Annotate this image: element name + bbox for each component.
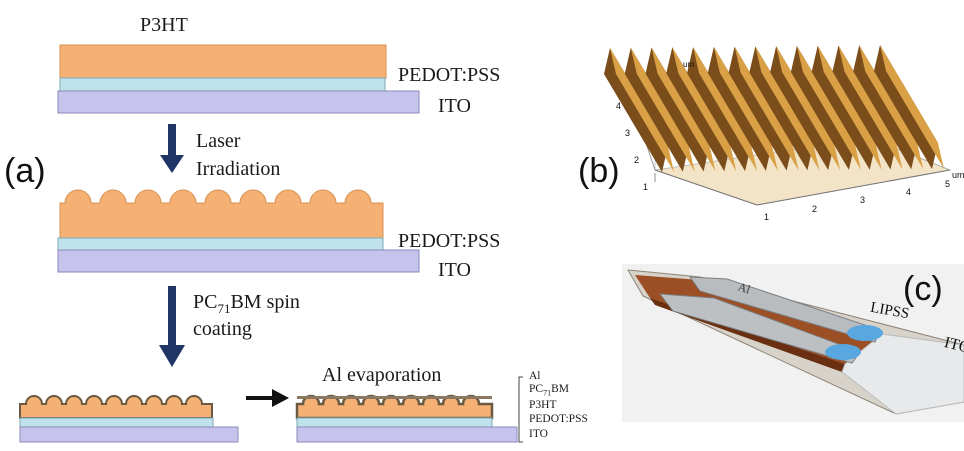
arrow-spin: [159, 286, 185, 367]
afm-xtick-1: 1: [764, 212, 770, 222]
panel-label-a: (a): [4, 152, 46, 190]
lipss-spot-2: [825, 344, 861, 360]
afm-unit-z: um: [683, 60, 695, 69]
afm-ridges: [604, 45, 944, 172]
p3ht-layer-flat: [59, 44, 387, 79]
stack-small-al: [295, 394, 518, 443]
pedot-layer-flat: [59, 77, 386, 92]
afm-unit-x: um: [952, 170, 964, 180]
panel-label-b: (b): [578, 152, 620, 190]
legend-al: Al: [529, 370, 541, 382]
afm-ridge-face: [776, 46, 841, 171]
afm-ridge-face: [796, 45, 861, 170]
afm-ridge-face: [693, 47, 758, 172]
legend-bracket: [518, 376, 523, 443]
stack-small-pcbm: [19, 395, 239, 443]
afm-ridge-face: [630, 47, 695, 172]
afm-ridge-face: [713, 46, 778, 171]
legend-pcbm-suffix: BM: [551, 383, 569, 395]
label-p3ht: P3HT: [140, 14, 188, 36]
legend-pcbm-prefix: PC: [529, 383, 544, 395]
label-ito-mid: ITO: [438, 259, 471, 281]
pcbm-suffix: BM spin: [230, 291, 300, 313]
afm-ytick-3: 3: [625, 128, 631, 138]
legend-ito: ITO: [529, 428, 548, 440]
legend-pcbm-sub: 71: [543, 388, 552, 398]
label-coating: coating: [193, 318, 252, 340]
legend-pcbm: PC71BM: [529, 383, 569, 399]
label-pedot-top: PEDOT:PSS: [398, 64, 501, 86]
pcbm-layer-small: [19, 395, 213, 419]
p3ht-layer-bumpy: [59, 189, 384, 239]
afm-ridge-face: [734, 46, 799, 171]
afm-ridge-face: [817, 45, 882, 170]
stack-flat: [57, 44, 420, 114]
label-pedot-mid: PEDOT:PSS: [398, 230, 501, 252]
label-pcbm-spin: PC71BM spin: [193, 291, 300, 317]
afm-ytick-1: 1: [643, 182, 649, 192]
ito-layer-bumpy: [57, 249, 420, 273]
panel-label-c: (c): [903, 270, 943, 308]
afm-xtick-5: 5: [945, 179, 951, 189]
afm-ridge-face: [651, 47, 716, 172]
legend-p3ht: P3HT: [529, 399, 557, 411]
pcbm-prefix: PC: [193, 291, 218, 313]
afm-ridge-face: [755, 46, 820, 171]
lipss-spot-1: [847, 325, 883, 341]
afm-plot: [604, 45, 952, 206]
ito-layer-flat: [57, 90, 420, 114]
afm-ytick-4: 4: [616, 101, 622, 111]
pcbm-sub: 71: [217, 301, 231, 316]
afm-xtick-3: 3: [860, 195, 866, 205]
afm-ridge-face: [610, 48, 674, 172]
arrow-laser: [160, 124, 184, 173]
arrow-al: [246, 389, 289, 407]
label-ito-top: ITO: [438, 95, 471, 117]
legend-pedot: PEDOT:PSS: [529, 413, 588, 425]
label-irradiation: Irradiation: [196, 158, 281, 180]
afm-ytick-2: 2: [634, 155, 640, 165]
afm-ridge-face: [838, 45, 903, 170]
device-photo: [622, 264, 964, 422]
al-layer-small: [295, 394, 494, 420]
afm-xtick-4: 4: [906, 187, 912, 197]
afm-xtick-2: 2: [812, 204, 818, 214]
afm-ridge-face: [859, 45, 924, 170]
label-al-evaporation: Al evaporation: [322, 364, 442, 386]
afm-ridge-face: [672, 47, 737, 172]
label-laser: Laser: [196, 130, 241, 152]
afm-ridge-face: [880, 45, 944, 169]
pedot-layer-bumpy: [57, 237, 384, 251]
stack-bumpy: [57, 189, 420, 273]
